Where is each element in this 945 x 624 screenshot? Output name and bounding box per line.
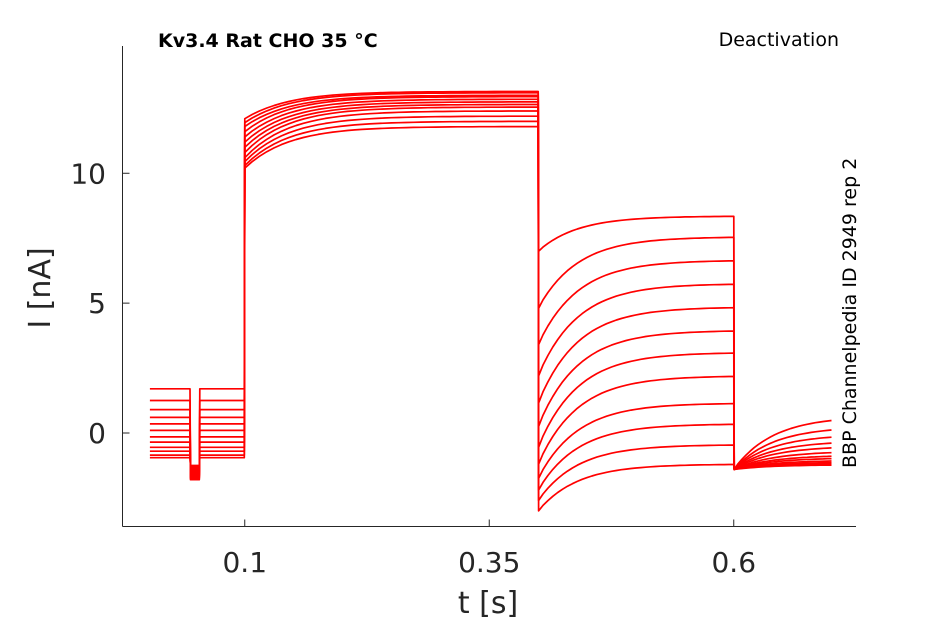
current-trace	[149, 120, 832, 471]
y-axis-label: I [nA]	[23, 247, 58, 328]
y-tick-label: 5	[88, 287, 106, 320]
current-trace	[149, 106, 832, 472]
x-tick-label: 0.35	[458, 546, 520, 579]
chart-title: Kv3.4 Rat CHO 35 °C	[158, 30, 378, 52]
chart-subtitle: Deactivation	[719, 29, 839, 51]
y-tick-label: 10	[70, 157, 106, 190]
x-ticks: 0.1 0.35 0.6	[222, 519, 756, 579]
current-trace	[149, 115, 832, 471]
current-trace	[149, 94, 832, 491]
y-tick-label: 0	[88, 417, 106, 450]
current-trace	[149, 95, 832, 480]
side-label: BBP Channelpedia ID 2949 rep 2	[839, 158, 861, 468]
current-trace	[149, 90, 832, 512]
traces	[149, 90, 832, 512]
current-trace	[149, 125, 832, 471]
y-ticks: 0 5 10	[70, 157, 130, 450]
current-trace	[149, 101, 832, 475]
x-tick-label: 0.6	[711, 546, 756, 579]
x-axis-label: t [s]	[458, 586, 518, 621]
current-trace	[149, 91, 832, 502]
current-trace	[149, 98, 832, 476]
current-trace	[149, 110, 832, 471]
x-tick-label: 0.1	[222, 546, 267, 579]
current-trace	[149, 103, 832, 473]
